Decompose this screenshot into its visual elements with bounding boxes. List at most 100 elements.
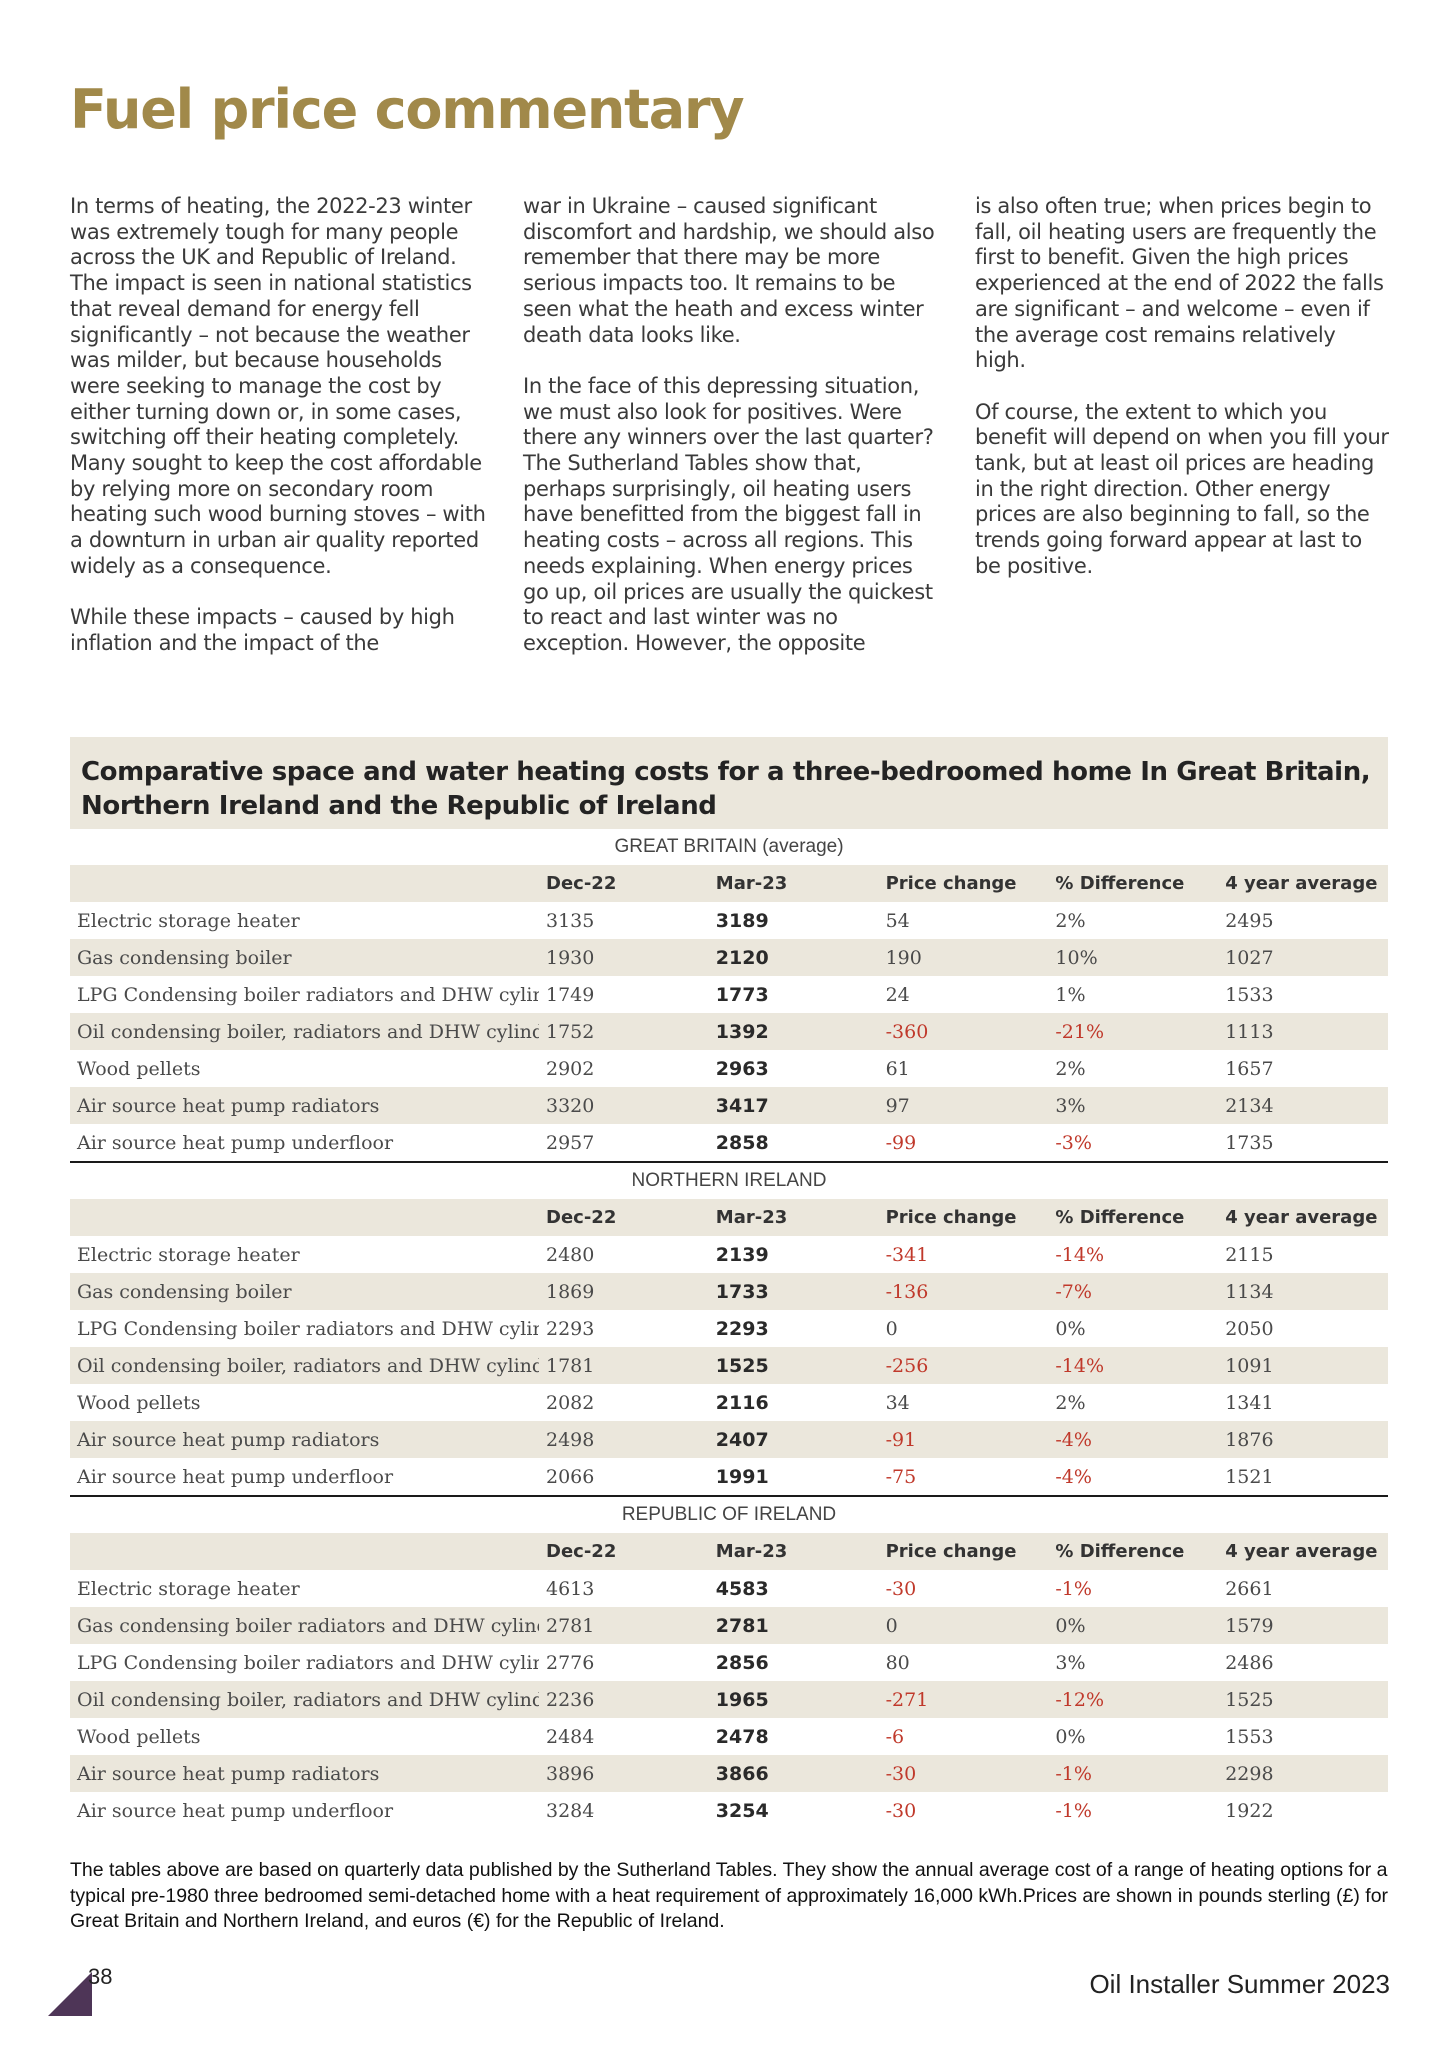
table-cell: 1735	[1225, 1131, 1274, 1154]
table-row: Oil condensing boiler, radiators and DHW…	[70, 1347, 1388, 1384]
table-cell: 2484	[546, 1725, 595, 1748]
column-header: Price change	[885, 873, 1017, 894]
table-cell: -14%	[1055, 1354, 1105, 1377]
table-cell: 2858	[715, 1131, 769, 1154]
table-row: Air source heat pump radiators 3896 3866 -3…	[70, 1755, 1388, 1792]
table-cell: 1521	[1225, 1465, 1274, 1488]
table-title: Comparative space and water heating cost…	[70, 737, 1388, 829]
table-cell: 97	[885, 1094, 910, 1117]
table-cell: -75	[885, 1465, 917, 1488]
table-cell: 2498	[546, 1428, 595, 1451]
table-cell: -3%	[1055, 1131, 1092, 1154]
heating-option-name: Gas condensing boiler radiators and DHW …	[77, 1614, 539, 1637]
table-cell: 2120	[715, 946, 769, 969]
article-column-3: is also often true; when prices begin to…	[975, 194, 1390, 605]
table-cell: -1%	[1055, 1577, 1092, 1600]
region-label: NORTHERN IRELAND	[631, 1170, 827, 1191]
table-cell: 1965	[715, 1688, 769, 1711]
paragraph: war in Ukraine – caused significant disc…	[523, 194, 935, 347]
heating-option-name: Oil condensing boiler, radiators and DHW…	[77, 1688, 539, 1711]
table-cell: -4%	[1055, 1465, 1092, 1488]
paragraph: Of course, the extent to which you benef…	[975, 399, 1389, 578]
table-cell: 1930	[546, 946, 595, 969]
table-cell: 1922	[1225, 1799, 1274, 1822]
heating-option-name: Air source heat pump underfloor	[77, 1131, 394, 1154]
table-cell: 3896	[546, 1762, 595, 1785]
table-cell: 1869	[546, 1280, 595, 1303]
table-cell: 2236	[546, 1688, 595, 1711]
heating-option-name: Air source heat pump underfloor	[77, 1465, 394, 1488]
table-cell: -7%	[1055, 1280, 1092, 1303]
column-header: 4 year average	[1225, 1207, 1378, 1228]
heating-option-name: Air source heat pump radiators	[77, 1428, 380, 1451]
paragraph: In the face of this depressing situation…	[523, 373, 934, 655]
table-cell: 2%	[1055, 1391, 1086, 1414]
table-cell: 0	[885, 1317, 898, 1340]
table-cell: 1341	[1225, 1391, 1274, 1414]
heating-option-name: Gas condensing boiler	[77, 946, 292, 969]
table-row: LPG Condensing boiler radiators and DHW …	[70, 1644, 1388, 1681]
table-cell: 1991	[715, 1465, 769, 1488]
table-row: Electric storage heater 3135 3189 54 2% 2495	[70, 902, 1388, 939]
column-header: Dec-22	[546, 1541, 617, 1562]
paragraph: In terms of heating, the 2022-23 winter …	[70, 194, 486, 578]
heating-option-name: Wood pellets	[77, 1725, 201, 1748]
table-cell: 2963	[715, 1057, 769, 1080]
table-cell: 1579	[1225, 1614, 1274, 1637]
region-divider	[70, 1161, 1388, 1163]
table-row: Air source heat pump underfloor 2066 1991 -…	[70, 1458, 1388, 1495]
heating-option-name: Wood pellets	[77, 1057, 201, 1080]
heating-option-name: LPG Condensing boiler radiators and DHW …	[77, 1317, 539, 1340]
table-cell: 80	[885, 1651, 910, 1674]
column-header: Price change	[885, 1541, 1017, 1562]
heating-option-name: Wood pellets	[77, 1391, 201, 1414]
table-cell: 1733	[715, 1280, 769, 1303]
table-cell: 2298	[1225, 1762, 1274, 1785]
table-header-row: Dec-22 Mar-23 Price change % Difference 4 ye…	[70, 1199, 1388, 1236]
article-column-1: In terms of heating, the 2022-23 winter …	[70, 194, 490, 682]
table-cell: 3866	[715, 1762, 769, 1785]
table-cell: 1749	[546, 983, 595, 1006]
table-cell: 1113	[1225, 1020, 1274, 1043]
table-cell: 1027	[1225, 946, 1274, 969]
heating-option-name: Electric storage heater	[77, 909, 300, 932]
table-cell: 2781	[546, 1614, 595, 1637]
region-label: GREAT BRITAIN (average)	[614, 836, 844, 857]
heating-option-name: Air source heat pump radiators	[77, 1094, 380, 1117]
table-cell: 61	[885, 1057, 910, 1080]
table-cell: 0%	[1055, 1317, 1086, 1340]
table-cell: -91	[885, 1428, 917, 1451]
column-header: Mar-23	[715, 873, 788, 894]
table-cell: -1%	[1055, 1799, 1092, 1822]
table-cell: 1553	[1225, 1725, 1274, 1748]
table-cell: 2776	[546, 1651, 595, 1674]
table-cell: 2116	[715, 1391, 769, 1414]
table-row: Electric storage heater 2480 2139 -341 -14% 2…	[70, 1236, 1388, 1273]
table-cell: 1781	[546, 1354, 595, 1377]
heating-option-name: Air source heat pump underfloor	[77, 1799, 394, 1822]
table-cell: 0%	[1055, 1725, 1086, 1748]
table-cell: 2480	[546, 1243, 595, 1266]
heating-option-name: Oil condensing boiler, radiators and DHW…	[77, 1354, 539, 1377]
table-cell: -6	[885, 1725, 905, 1748]
page-title: Fuel price commentary	[70, 78, 745, 141]
table-cell: 2082	[546, 1391, 595, 1414]
table-cell: 1134	[1225, 1280, 1274, 1303]
table-cell: -14%	[1055, 1243, 1105, 1266]
publication-name: Oil Installer Summer 2023	[1089, 1969, 1390, 1999]
table-cell: 2134	[1225, 1094, 1274, 1117]
table-row: Air source heat pump radiators 3320 3417 97…	[70, 1087, 1388, 1124]
column-header: Mar-23	[715, 1541, 788, 1562]
table-row: LPG Condensing boiler radiators and DHW …	[70, 976, 1388, 1013]
table-cell: 1752	[546, 1020, 595, 1043]
table-row: Air source heat pump underfloor 2957 2858 -…	[70, 1124, 1388, 1161]
table-cell: -21%	[1055, 1020, 1105, 1043]
table-cell: 2139	[715, 1243, 769, 1266]
table-cell: 24	[885, 983, 910, 1006]
table-cell: -341	[885, 1243, 929, 1266]
table-cell: -256	[885, 1354, 929, 1377]
table-cell: 1%	[1055, 983, 1086, 1006]
column-header: % Difference	[1055, 1207, 1185, 1228]
table-cell: -30	[885, 1577, 917, 1600]
table-cell: 2781	[715, 1614, 769, 1637]
